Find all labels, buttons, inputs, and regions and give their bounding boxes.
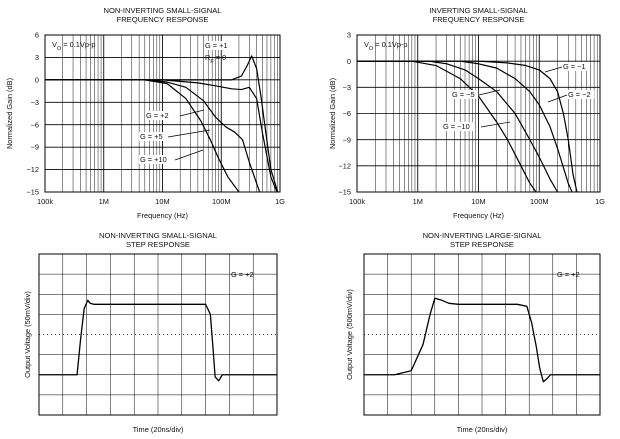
curve-label-bg (567, 90, 595, 99)
y-tick-label: −15 (26, 188, 39, 197)
y-axis-label: Output Voltage (50mV/div) (23, 291, 32, 378)
x-tick-label: 1G (595, 197, 605, 206)
x-axis-label: Frequency (Hz) (137, 211, 188, 220)
leader-line (544, 66, 563, 73)
gain-label: G = +2 (231, 270, 254, 279)
chart-title-line-1: INVERTING SMALL-SIGNAL (429, 6, 528, 15)
y-tick-label: −6 (343, 109, 351, 118)
gain-label: G = +2 (557, 270, 580, 279)
curve-label-bg (139, 155, 171, 164)
plot-frame (44, 34, 281, 193)
condition-label: VO = 0.1Vp-p (52, 40, 96, 52)
leader-line (179, 109, 205, 117)
series-line (45, 79, 261, 192)
y-tick-label: −3 (31, 98, 39, 107)
y-tick-label: −6 (31, 120, 39, 129)
leader-line (174, 149, 204, 161)
series-line (45, 79, 241, 192)
curve-label: G = +2 (146, 111, 169, 120)
chart-title-line-2: STEP RESPONSE (126, 240, 190, 249)
curve-label-bg (451, 90, 479, 99)
y-tick-label: −12 (26, 165, 39, 174)
x-tick-label: 1G (275, 197, 285, 206)
chart-title-line-2: FREQUENCY RESPONSE (433, 15, 525, 24)
y-tick-label: −3 (343, 83, 351, 92)
curve-label: G = −10 (443, 122, 470, 131)
x-tick-label: 100k (349, 197, 365, 206)
x-tick-label: 100M (530, 197, 549, 206)
y-tick-label: −15 (338, 188, 351, 197)
y-axis-label: Normalized Gain (dB) (5, 78, 14, 149)
chart-title-line-1: NON-INVERTING SMALL-SIGNAL (99, 231, 217, 240)
curve-label-bg (562, 62, 590, 71)
curve-label: G = −1 (563, 62, 586, 71)
series-line (357, 60, 537, 192)
curve-label-bg (204, 41, 232, 50)
curve-label: G = +1 (205, 41, 228, 50)
series-group (357, 60, 578, 192)
plot-frame (363, 253, 601, 416)
x-tick-label: 1M (99, 197, 109, 206)
x-tick-label: 10M (155, 197, 169, 206)
curve-label-bg (139, 132, 167, 141)
condition-label: VO = 0.1Vp-p (364, 40, 408, 52)
y-tick-label: 6 (35, 31, 39, 40)
chart-title-line-2: FREQUENCY RESPONSE (117, 15, 209, 24)
y-tick-label: 0 (347, 57, 351, 66)
y-tick-label: 3 (35, 53, 39, 62)
leader-line (478, 89, 501, 96)
y-tick-label: −9 (343, 135, 351, 144)
y-tick-label: 0 (35, 75, 39, 84)
curve-label: G = +10 (140, 155, 167, 164)
chart-title-line-1: NON-INVERTING LARGE-SIGNAL (423, 231, 542, 240)
x-axis-label: Time (20ns/div) (133, 425, 184, 434)
y-tick-label: 3 (347, 31, 351, 40)
series-line (45, 79, 278, 192)
y-tick-label: −12 (338, 161, 351, 170)
curve-label: G = −2 (568, 90, 591, 99)
chart-p2: 100k 1M 10M 100M 1G 3 0 −3 −6 −9 −12 −15 INVERTING S… (328, 6, 605, 220)
chart-title-line-1: NON-INVERTING SMALL-SIGNAL (103, 6, 221, 15)
x-axis-label: Frequency (Hz) (453, 211, 504, 220)
series-group (45, 55, 279, 192)
leader-line (480, 121, 511, 128)
x-tick-label: 1M (413, 197, 423, 206)
step-response-trace (364, 297, 600, 383)
y-axis-label: Output Voltage (500mV/div) (345, 289, 354, 380)
curve-label: G = +5 (140, 132, 163, 141)
step-response-trace (39, 299, 277, 382)
x-axis-label: Time (20ns/div) (457, 425, 508, 434)
chart-p1: 100k 1M 10M 100M 1G 6 3 0 −3 −6 −9 −12 −15 NON-INVERT… (5, 6, 285, 220)
curve-label: RF = 0 (205, 53, 226, 65)
y-axis-label: Normalized Gain (dB) (328, 78, 337, 149)
y-tick-label: −9 (31, 143, 39, 152)
curve-label-bg (442, 122, 474, 131)
leader-line (547, 94, 568, 103)
chart-title-line-2: STEP RESPONSE (450, 240, 514, 249)
x-tick-label: 10M (471, 197, 485, 206)
series-line (357, 60, 578, 192)
x-tick-label: 100k (37, 197, 53, 206)
x-tick-label: 100M (212, 197, 231, 206)
series-line (357, 60, 559, 192)
series-line (45, 55, 279, 192)
series-line (357, 60, 573, 192)
curve-label-bg (145, 111, 173, 120)
curve-label: G = −5 (452, 90, 475, 99)
plot-frame (356, 34, 601, 193)
leader-line (167, 129, 211, 138)
plot-frame (38, 253, 278, 416)
